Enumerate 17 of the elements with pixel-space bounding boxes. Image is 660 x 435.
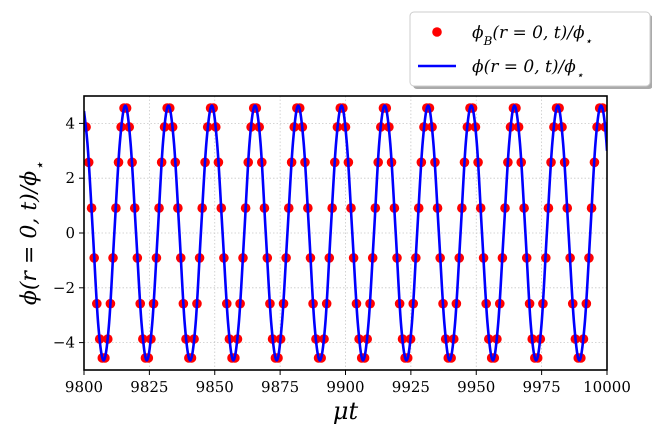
legend-label: ϕ(r = 0, t)/ϕ$_{⋆}$ [472, 57, 584, 82]
y-tick-label: 0 [65, 224, 75, 242]
legend-label: ϕ$_{B}$(r = 0, t)/ϕ$_{⋆}$ [472, 23, 593, 48]
y-tick-label: −2 [52, 278, 75, 297]
x-tick-label: 9900 [326, 378, 365, 396]
x-tick-label: 9925 [392, 378, 430, 396]
x-tick-label: 9850 [196, 378, 234, 396]
x-tick-label: 9975 [522, 378, 561, 396]
y-tick-label: 2 [65, 169, 75, 188]
x-tick-label: 9950 [457, 378, 496, 396]
x-tick-label: 9875 [261, 378, 300, 396]
y-tick-label: −4 [52, 334, 75, 352]
x-axis-title: μt [332, 397, 358, 425]
x-tick-label: 10000 [583, 378, 631, 396]
x-tick-label: 9800 [64, 378, 104, 396]
y-tick-label: 4 [65, 114, 75, 132]
x-tick-label: 9825 [130, 378, 168, 396]
